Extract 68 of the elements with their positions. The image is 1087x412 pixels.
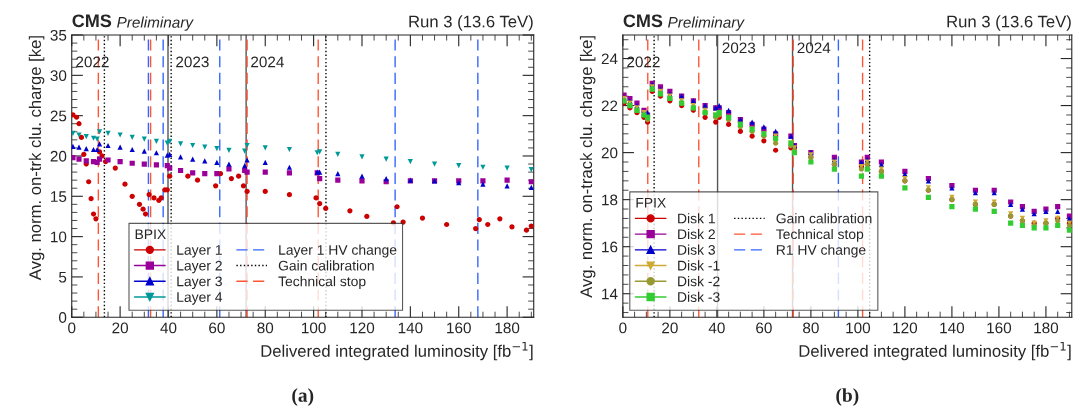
ref-line-label: Technical stop bbox=[278, 276, 366, 290]
legend-label: Disk -1 bbox=[678, 260, 720, 271]
text: Run 3 (13.6 TeV) bbox=[947, 15, 1071, 31]
x-tick-label: 40 bbox=[160, 322, 177, 334]
annotation: 2024 bbox=[251, 56, 284, 68]
text: Run 3 (13.6 TeV) bbox=[409, 15, 533, 31]
ref-line-label: R1 HV change bbox=[776, 244, 866, 258]
legend-label: Disk 3 bbox=[678, 244, 715, 255]
legend-label: Layer 2 bbox=[177, 260, 222, 274]
x-tick-label: 140 bbox=[398, 322, 423, 334]
x-tick-label: 40 bbox=[708, 322, 725, 334]
x-tick-label: 140 bbox=[940, 322, 965, 334]
legend-label: Disk 2 bbox=[678, 228, 715, 240]
legend-title: FPIX bbox=[636, 197, 666, 208]
y-tick-label: 20 bbox=[50, 150, 67, 162]
y-tick-label: 14 bbox=[602, 288, 618, 300]
x-tick-label: 80 bbox=[803, 322, 819, 334]
y-tick-label: 0 bbox=[58, 312, 67, 323]
y-tick-label: 20 bbox=[601, 147, 618, 159]
legend-label: Layer 3 bbox=[177, 276, 222, 290]
ref-line-label: Technical stop bbox=[776, 228, 864, 242]
y-tick-label: 15 bbox=[51, 191, 67, 202]
x-tick-label: 180 bbox=[495, 322, 520, 334]
x-tick-label: 100 bbox=[302, 322, 326, 334]
legend-label: Disk -2 bbox=[678, 276, 720, 287]
legend-title: BPIX bbox=[135, 229, 166, 239]
chart-subtitle: Preliminary bbox=[668, 16, 745, 31]
x-tick-label: 80 bbox=[257, 322, 274, 334]
y-tick-label: 16 bbox=[602, 241, 618, 253]
annotation: 2023 bbox=[722, 42, 756, 54]
y-tick-label: 22 bbox=[601, 100, 618, 112]
y-tick-label: 24 bbox=[601, 53, 618, 65]
y-tick-label: 18 bbox=[602, 194, 618, 206]
ref-line-label: Gain calibration bbox=[776, 213, 872, 224]
x-tick-label: 120 bbox=[350, 322, 375, 334]
y-tick-label: 25 bbox=[50, 110, 67, 122]
x-tick-label: 100 bbox=[846, 322, 871, 334]
x-tick-label: 20 bbox=[112, 322, 129, 334]
legend-label: Layer 4 bbox=[177, 292, 223, 305]
ref-line-label: Gain calibration bbox=[278, 260, 374, 271]
x-tick-label: 120 bbox=[893, 322, 918, 334]
chart-title: CMS bbox=[623, 14, 663, 28]
y-tick-label: 30 bbox=[50, 70, 67, 82]
y-axis-title: Avg. norm. on-track clu. charge [ke] bbox=[579, 36, 596, 298]
x-tick-label: 180 bbox=[1034, 322, 1059, 334]
x-axis-title: Delivered integrated luminosity [fb$^{−1}$] bbox=[261, 341, 533, 361]
y-tick-label: 35 bbox=[50, 29, 67, 41]
x-tick-label: 0 bbox=[68, 322, 76, 334]
legend-label: Disk -3 bbox=[678, 291, 720, 302]
chart-subtitle: Preliminary bbox=[117, 16, 194, 31]
legend-label: Layer 1 bbox=[177, 245, 222, 258]
x-tick-label: 60 bbox=[756, 322, 772, 334]
y-tick-label: 5 bbox=[59, 271, 67, 283]
annotation: 2023 bbox=[176, 56, 209, 68]
x-tick-label: 20 bbox=[662, 322, 678, 334]
y-axis-title: Avg. norm. on-trk clu. charge [ke] bbox=[28, 36, 45, 281]
x-tick-label: 60 bbox=[209, 322, 225, 334]
ref-line-label: Layer 1 HV change bbox=[279, 244, 397, 258]
x-tick-label: 160 bbox=[447, 322, 471, 334]
x-tick-label: 0 bbox=[619, 322, 627, 334]
x-axis-title: Delivered integrated luminosity [fb$^{−1}$] bbox=[799, 341, 1071, 361]
x-tick-label: 160 bbox=[987, 322, 1012, 334]
legend-label: Disk 1 bbox=[678, 213, 715, 224]
y-tick-label: 10 bbox=[51, 231, 67, 243]
chart-title: CMS bbox=[72, 14, 112, 28]
text: (a) bbox=[292, 388, 314, 406]
annotation: 2024 bbox=[797, 42, 831, 54]
text: (b) bbox=[836, 388, 859, 406]
